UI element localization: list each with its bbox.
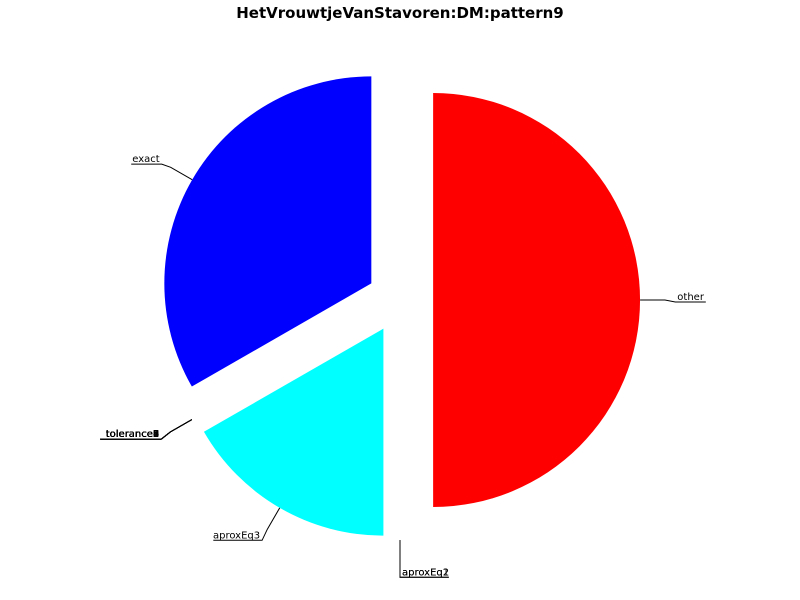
slice-label-tolerance3: tolerance3 (106, 429, 160, 440)
pie-slices (164, 76, 641, 536)
leader-line-tolerance9 (100, 419, 193, 440)
slice-label-other: other (677, 292, 705, 303)
slice-label-tolerance2: tolerance2 (106, 429, 160, 440)
pie-slice-other (433, 93, 641, 507)
slice-label-tolerance1: tolerance1 (106, 429, 160, 440)
slice-label-aproxeq2: aproxEq2 (402, 567, 449, 578)
leader-line-exact (131, 163, 193, 181)
slice-label-tolerance9: tolerance9 (106, 429, 160, 440)
leader-line-other (640, 299, 706, 303)
pie-slice-aproxeq3 (203, 328, 384, 536)
chart-title: HetVrouwtjeVanStavoren:DM:pattern9 (236, 4, 564, 22)
slice-label-tolerance8: tolerance8 (106, 429, 160, 440)
leader-line-aproxeq3 (213, 507, 281, 541)
slice-label-exact: exact (132, 154, 160, 165)
leader-line-aproxeq2 (399, 540, 449, 578)
slice-label-tolerance6: tolerance6 (106, 429, 160, 440)
slice-label-tolerance4: tolerance4 (106, 429, 160, 440)
slice-label-tolerance7: tolerance7 (106, 429, 160, 440)
slice-label-aproxeq3: aproxEq3 (213, 530, 260, 541)
slice-label-tolerance5: tolerance5 (106, 429, 160, 440)
pie-slice-exact (164, 76, 372, 387)
slice-label-aproxeq1: aproxEq1 (402, 567, 449, 578)
